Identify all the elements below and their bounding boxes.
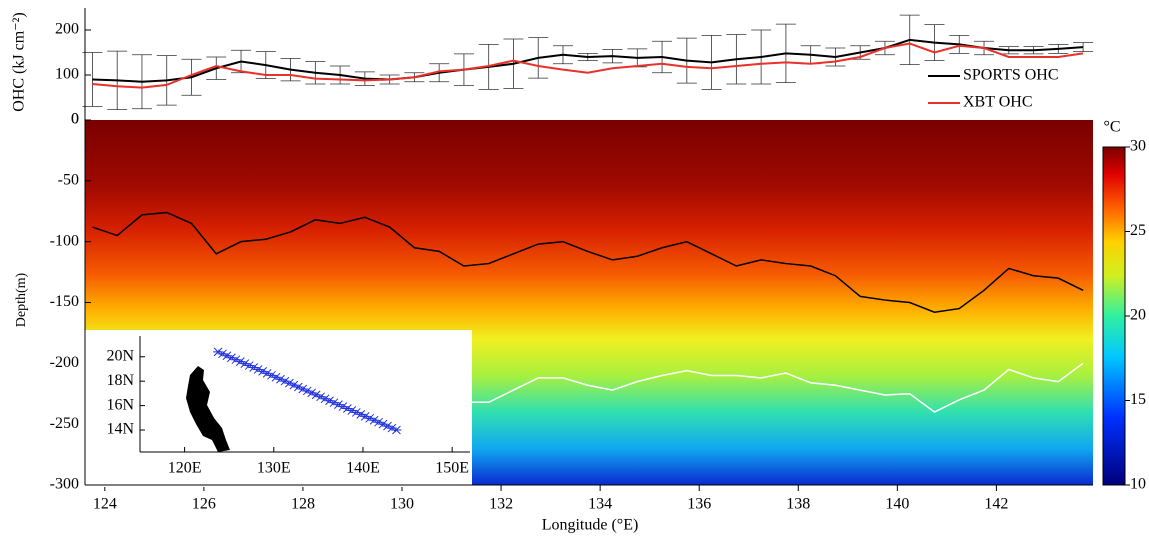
track-point (324, 396, 335, 406)
x-tick-label: 138 (786, 496, 810, 513)
track-point (320, 394, 331, 404)
land (186, 366, 230, 452)
track-point (355, 410, 366, 419)
ohc-line (92, 38, 1084, 83)
track-point (248, 363, 259, 372)
ohc-line (92, 42, 1084, 89)
x-tick-label: 140 (885, 496, 909, 513)
track-point (230, 355, 241, 365)
y-tick-label: -150 (50, 293, 79, 310)
track-point (284, 378, 295, 388)
inset-y-tick-label: 14N (106, 421, 134, 438)
x-tick-label: 134 (588, 496, 612, 513)
colorbar-tick-label: 30 (1130, 138, 1146, 155)
y-tick-label: 0 (71, 111, 79, 128)
y-tick-label: 100 (55, 66, 79, 83)
legend-label: SPORTS OHC (963, 67, 1059, 84)
track-point (337, 402, 348, 411)
colorbar-label: °C (1103, 119, 1120, 136)
y-tick-label: -100 (50, 232, 79, 249)
track-point (373, 417, 384, 427)
colorbar-tick-label: 20 (1130, 307, 1146, 324)
inset-x-tick-label: 140E (346, 460, 380, 477)
track-point (328, 398, 339, 408)
track-point (369, 415, 380, 425)
track-point (346, 406, 357, 415)
x-label: Longitude (°E) (542, 517, 639, 534)
isotherm (92, 211, 1084, 314)
track-point (302, 386, 313, 396)
y-tick-label: 200 (55, 21, 79, 38)
x-tick-label: 136 (687, 496, 711, 513)
track-point (360, 411, 371, 421)
track-point (217, 349, 228, 359)
inset-y-tick-label: 20N (106, 347, 134, 364)
track-point (333, 400, 344, 409)
track-point (306, 388, 317, 398)
colorbar-tick-label: 25 (1130, 222, 1146, 239)
track-point (271, 372, 282, 382)
x-tick-label: 132 (489, 496, 513, 513)
track-point (288, 380, 299, 390)
track-point (391, 425, 402, 435)
track-point (221, 351, 232, 361)
track-point (315, 392, 326, 402)
inset-map (85, 330, 472, 487)
y-tick-label: -200 (50, 354, 79, 371)
track-point (253, 365, 264, 374)
track-point (235, 357, 246, 366)
y-tick-label: -50 (58, 172, 79, 189)
inset-x-tick-label: 120E (168, 460, 202, 477)
track-point (311, 390, 322, 400)
track-point (257, 367, 268, 376)
y-tick-label: 0 (71, 111, 79, 128)
colorbar (1102, 146, 1126, 486)
x-tick-label: 124 (93, 496, 117, 513)
track-point (226, 353, 237, 363)
legend-label: XBT OHC (963, 94, 1033, 111)
track-point (239, 359, 250, 368)
track-point (342, 404, 353, 413)
track-point (213, 347, 224, 357)
inset-y-tick-label: 16N (106, 396, 134, 413)
track-point (293, 382, 304, 392)
top-y-label: OHC (kJ cm⁻²) (11, 12, 28, 111)
x-tick-label: 128 (291, 496, 315, 513)
x-tick-label: 126 (192, 496, 216, 513)
track-point (351, 408, 362, 417)
track-point (244, 361, 255, 370)
x-tick-label: 130 (390, 496, 414, 513)
track-point (266, 370, 277, 380)
inset-y-tick-label: 18N (106, 372, 134, 389)
track-point (297, 384, 308, 394)
y-tick-label: -250 (50, 415, 79, 432)
y-tick-label: -300 (50, 476, 79, 493)
track-point (378, 419, 389, 429)
track-point (364, 413, 375, 423)
colorbar-tick-label: 15 (1130, 391, 1146, 408)
colorbar-tick-label: 10 (1130, 476, 1146, 493)
isotherm (463, 362, 1084, 413)
track-point (386, 423, 397, 433)
track-point (262, 369, 273, 378)
track-point (279, 376, 290, 386)
x-tick-label: 142 (984, 496, 1008, 513)
depth-label: Depth(m) (14, 272, 29, 327)
inset-x-tick-label: 130E (257, 460, 291, 477)
inset-x-tick-label: 150E (435, 460, 469, 477)
track-point (382, 421, 393, 431)
track-point (275, 374, 286, 384)
